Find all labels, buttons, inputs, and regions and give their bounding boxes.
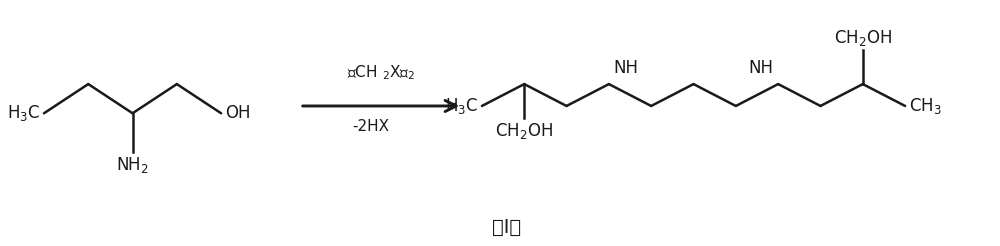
Text: NH: NH <box>748 59 773 77</box>
Text: CH$_2$OH: CH$_2$OH <box>495 121 553 140</box>
Text: -2HX: -2HX <box>353 119 390 134</box>
Text: NH$_2$: NH$_2$ <box>116 155 149 175</box>
Text: CH$_3$: CH$_3$ <box>909 96 942 116</box>
Text: H$_3$C: H$_3$C <box>445 96 478 116</box>
Text: （CH $_{2}$X）$_{2}$: （CH $_{2}$X）$_{2}$ <box>347 63 415 82</box>
Text: OH: OH <box>225 104 251 122</box>
Text: CH$_2$OH: CH$_2$OH <box>834 28 892 48</box>
Text: H$_3$C: H$_3$C <box>7 103 40 123</box>
Text: （Ⅰ）: （Ⅰ） <box>492 218 521 237</box>
Text: NH: NH <box>614 59 639 77</box>
